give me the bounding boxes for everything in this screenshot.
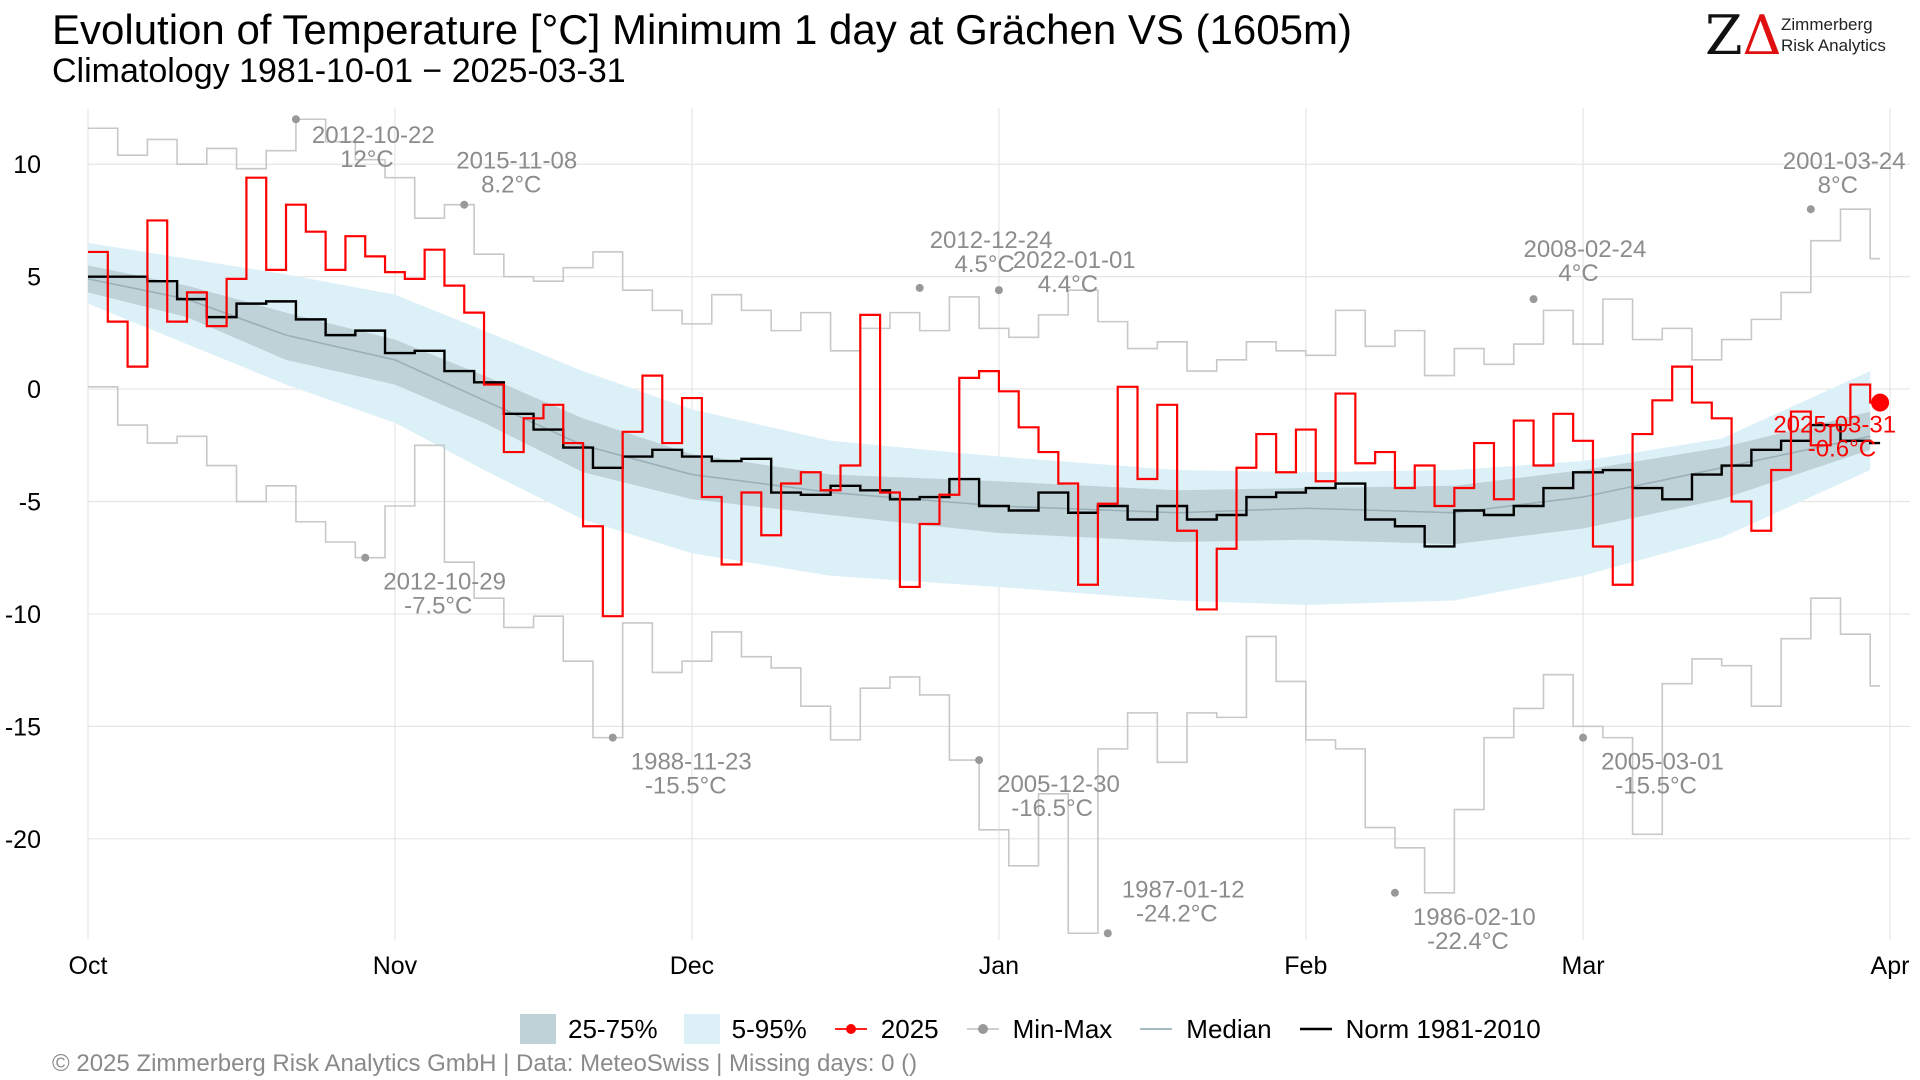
logo-delta-icon: Δ — [1742, 4, 1782, 67]
chart-subtitle: Climatology 1981-10-01 − 2025-03-31 — [52, 52, 626, 90]
current-value-label: -0.6°C — [1808, 436, 1876, 463]
legend-label: Min-Max — [1012, 1013, 1113, 1044]
logo-mark: ZΔ — [1705, 6, 1782, 66]
x-tick-label: Nov — [373, 952, 418, 980]
record-value-label: -15.5°C — [1615, 773, 1697, 800]
record-point — [1579, 733, 1588, 742]
legend-key-current — [834, 1024, 867, 1034]
record-point — [1390, 888, 1399, 897]
y-tick-label: -15 — [5, 713, 41, 741]
legend-item-norm: Norm 1981-2010 — [1298, 1014, 1541, 1045]
legend-label: Median — [1186, 1013, 1272, 1044]
logo-text-line2: Risk Analytics — [1781, 36, 1886, 55]
x-tick-label: Oct — [69, 952, 108, 980]
record-value-label: 4.4°C — [1038, 271, 1098, 298]
record-point — [608, 733, 617, 742]
min-line — [88, 386, 1881, 935]
record-date-label: 2001-03-24 — [1783, 148, 1906, 175]
legend-key-norm — [1299, 1027, 1332, 1031]
chart-legend: 25-75% 5-95% 2025 Min-Max Median Norm 1981-20… — [520, 1014, 1567, 1044]
axis-labels: 10 5 0 -5 -10 -15 -20 Oct Nov Dec Jan Feb Mar Apr — [5, 151, 1910, 980]
record-value-label: -22.4°C — [1427, 928, 1509, 955]
legend-item-median: Median — [1138, 1013, 1272, 1045]
legend-item-band-25-75: 25-75% — [520, 1014, 658, 1045]
record-point — [361, 553, 370, 562]
current-date-label: 2025-03-31 — [1773, 412, 1896, 439]
legend-label: 2025 — [880, 1013, 939, 1044]
legend-key-band-25-75 — [520, 1014, 556, 1044]
max-line — [88, 118, 1881, 377]
logo-text-line1: Zimmerberg — [1781, 15, 1873, 34]
y-tick-label: 0 — [27, 376, 41, 404]
x-tick-label: Feb — [1284, 952, 1327, 980]
record-date-label: 1987-01-12 — [1122, 876, 1245, 903]
record-value-label: 4.5°C — [955, 251, 1015, 278]
x-tick-label: Apr — [1871, 952, 1910, 980]
record-value-label: -24.2°C — [1136, 900, 1218, 927]
record-point — [1806, 205, 1815, 214]
y-tick-label: -5 — [19, 489, 41, 517]
x-tick-label: Dec — [670, 952, 714, 980]
record-point — [994, 286, 1003, 295]
record-point — [291, 115, 300, 124]
y-tick-label: 5 — [27, 264, 41, 292]
record-date-label: 2008-02-24 — [1524, 236, 1647, 263]
record-point — [1103, 929, 1112, 938]
y-tick-label: -10 — [5, 601, 41, 629]
logo-letter-z: Z — [1705, 4, 1743, 67]
chart-title: Evolution of Temperature [°C] Minimum 1 … — [52, 6, 1352, 53]
record-value-label: -15.5°C — [645, 773, 727, 800]
legend-item-band-5-95: 5-95% — [683, 1013, 807, 1045]
legend-label: 25-75% — [568, 1013, 658, 1044]
record-date-label: 1988-11-23 — [631, 749, 752, 776]
y-tick-label: 10 — [13, 151, 41, 179]
record-point — [460, 200, 469, 209]
legend-key-minmax — [966, 1024, 999, 1034]
record-value-label: -16.5°C — [1011, 795, 1093, 822]
record-point — [975, 756, 984, 765]
record-point — [1529, 295, 1538, 304]
legend-item-current: 2025 — [833, 1014, 939, 1045]
legend-label: Norm 1981-2010 — [1345, 1013, 1541, 1044]
record-value-label: 4°C — [1558, 260, 1598, 287]
record-value-label: 8°C — [1818, 172, 1858, 199]
current-point — [1871, 393, 1890, 412]
x-tick-label: Mar — [1562, 952, 1605, 980]
record-date-label: 1986-02-10 — [1413, 904, 1536, 931]
record-date-label: 2015-11-08 — [456, 148, 577, 175]
norm-line — [88, 275, 1881, 548]
record-value-label: -7.5°C — [404, 593, 472, 620]
record-point — [915, 283, 924, 292]
series-lines — [87, 118, 1881, 935]
footer-credit: © 2025 Zimmerberg Risk Analytics GmbH | … — [52, 1050, 918, 1077]
company-logo: ZΔ Zimmerberg Risk Analytics — [1705, 6, 1905, 66]
record-date-label: 2005-12-30 — [997, 771, 1120, 798]
record-date-label: 2012-12-24 — [930, 227, 1053, 254]
y-tick-label: -20 — [5, 826, 41, 854]
legend-label: 5-95% — [731, 1013, 807, 1044]
x-tick-label: Jan — [979, 952, 1019, 980]
current-2025-line — [88, 176, 1881, 618]
legend-item-minmax: Min-Max — [965, 1013, 1113, 1045]
record-date-label: 2012-10-29 — [383, 569, 506, 596]
legend-key-band-5-95 — [683, 1014, 720, 1044]
record-date-label: 2012-10-22 — [312, 122, 435, 149]
legend-key-median — [1140, 1028, 1173, 1030]
record-date-label: 2005-03-01 — [1601, 749, 1724, 776]
logo-text: Zimmerberg Risk Analytics — [1781, 14, 1886, 56]
record-value-label: 8.2°C — [481, 172, 541, 199]
record-date-label: 2022-01-01 — [1013, 247, 1136, 274]
record-value-label: 12°C — [340, 146, 394, 173]
